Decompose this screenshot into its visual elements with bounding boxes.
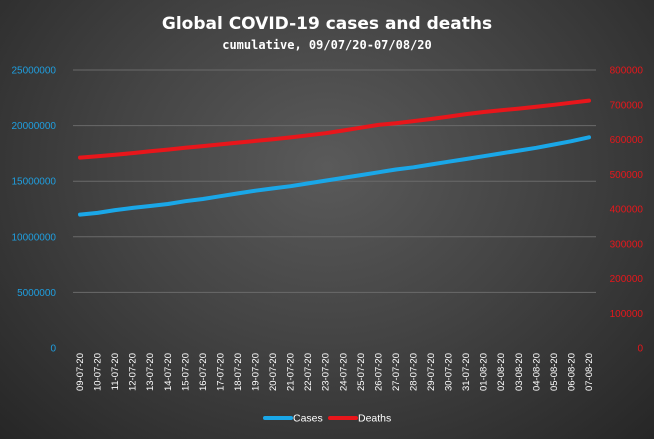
right-tick-label: 400000 (610, 205, 644, 216)
x-tick-label: 25-07-20 (356, 353, 367, 391)
chart-subtitle: cumulative, 09/07/20-07/08/20 (222, 38, 432, 52)
x-tick-label: 16-07-20 (198, 353, 209, 391)
right-tick-label: 300000 (610, 239, 644, 250)
x-tick-label: 15-07-20 (180, 353, 191, 391)
x-tick-label: 13-07-20 (145, 353, 156, 391)
x-tick-label: 31-07-20 (461, 353, 472, 391)
right-tick-label: 600000 (610, 135, 644, 146)
right-tick-label: 0 (637, 344, 643, 355)
x-tick-label: 17-07-20 (215, 353, 226, 391)
x-tick-label: 24-07-20 (338, 353, 349, 391)
x-tick-label: 27-07-20 (391, 353, 402, 391)
series-line-deaths (78, 98, 591, 160)
x-tick-label: 19-07-20 (251, 353, 262, 391)
left-tick-label: 5000000 (17, 288, 56, 299)
x-tick-label: 22-07-20 (303, 353, 314, 391)
legend-label-deaths: Deaths (358, 413, 391, 425)
right-tick-label: 200000 (610, 274, 644, 285)
right-tick-label: 100000 (610, 309, 644, 320)
series-line-cases (78, 135, 591, 217)
left-axis-ticks: 0 5000000 10000000 15000000 20000000 25000000 (12, 66, 57, 355)
left-tick-label: 0 (50, 344, 56, 355)
x-tick-label: 21-07-20 (286, 353, 297, 391)
x-tick-label: 12-07-20 (128, 353, 139, 391)
x-tick-label: 04-08-20 (531, 353, 542, 391)
x-tick-label: 28-07-20 (408, 353, 419, 391)
x-tick-label: 07-08-20 (584, 353, 595, 391)
x-tick-label: 03-08-20 (514, 353, 525, 391)
x-tick-label: 26-07-20 (373, 353, 384, 391)
legend: Cases Deaths (263, 413, 391, 425)
x-tick-label: 29-07-20 (426, 353, 437, 391)
x-tick-label: 01-08-20 (479, 353, 490, 391)
x-tick-label: 30-07-20 (444, 353, 455, 391)
x-tick-label: 02-08-20 (496, 353, 507, 391)
x-tick-label: 14-07-20 (163, 353, 174, 391)
right-tick-label: 700000 (610, 100, 644, 111)
x-axis-ticks: 09-07-20 10-07-20 11-07-20 12-07-20 13-07-20… (75, 353, 595, 391)
left-tick-label: 25000000 (12, 66, 57, 77)
right-tick-label: 500000 (610, 170, 644, 181)
legend-label-cases: Cases (293, 413, 323, 425)
x-tick-label: 06-08-20 (566, 353, 577, 391)
x-tick-label: 11-07-20 (110, 353, 121, 390)
left-tick-label: 10000000 (12, 232, 57, 243)
right-axis-ticks: 0 100000 200000 300000 400000 500000 600000 700… (610, 66, 644, 355)
x-tick-label: 05-08-20 (549, 353, 560, 391)
series-lines (78, 98, 591, 217)
right-tick-label: 800000 (610, 66, 644, 77)
x-tick-label: 09-07-20 (75, 353, 86, 391)
x-tick-label: 18-07-20 (233, 353, 244, 391)
left-tick-label: 20000000 (12, 121, 57, 132)
chart-title: Global COVID-19 cases and deaths (162, 14, 492, 34)
x-tick-label: 23-07-20 (321, 353, 332, 391)
left-tick-label: 15000000 (12, 177, 57, 188)
x-tick-label: 10-07-20 (93, 353, 104, 391)
x-tick-label: 20-07-20 (268, 353, 279, 391)
